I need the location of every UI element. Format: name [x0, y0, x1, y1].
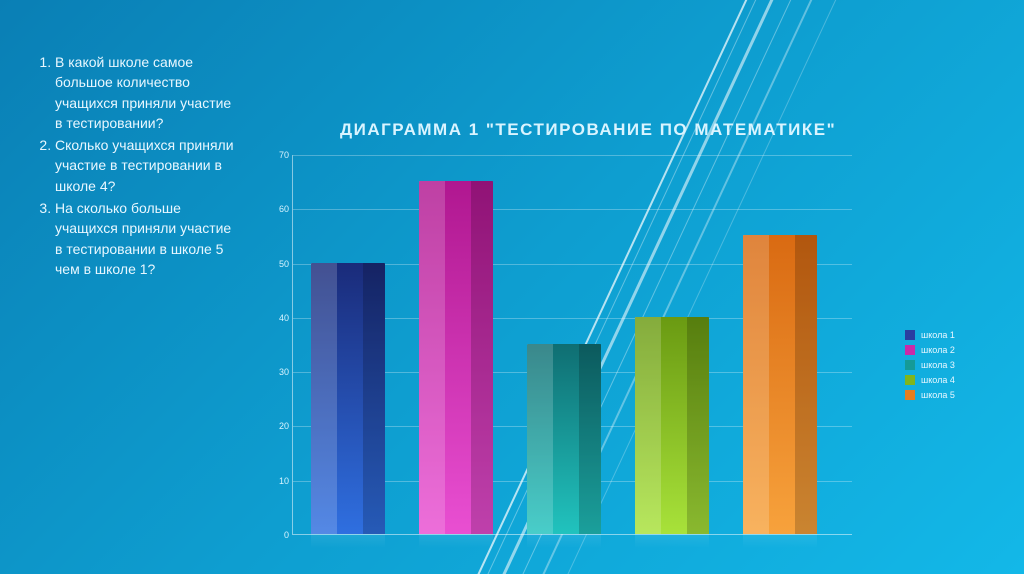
chart-ytick: 50 — [271, 259, 289, 269]
legend-item: школа 2 — [905, 345, 955, 355]
chart-bar — [311, 263, 385, 534]
question-list: В какой школе самое большое количество у… — [35, 52, 240, 281]
chart-ytick: 40 — [271, 313, 289, 323]
legend-label: школа 1 — [921, 330, 955, 340]
chart-gridline — [293, 155, 852, 156]
legend-swatch — [905, 390, 915, 400]
chart-bar — [527, 344, 601, 534]
legend-item: школа 5 — [905, 390, 955, 400]
legend-label: школа 3 — [921, 360, 955, 370]
question-item: Сколько учащихся приняли участие в тести… — [55, 135, 240, 196]
chart-ytick: 10 — [271, 476, 289, 486]
chart-ytick: 0 — [271, 530, 289, 540]
chart-bar — [419, 181, 493, 534]
chart-title: ДИАГРАММА 1 "ТЕСТИРОВАНИЕ ПО МАТЕМАТИКЕ" — [340, 120, 836, 140]
chart-ytick: 20 — [271, 421, 289, 431]
legend-item: школа 3 — [905, 360, 955, 370]
chart-bar — [635, 317, 709, 534]
question-item: На сколько больше учащихся приняли участ… — [55, 198, 240, 279]
chart-gridline — [293, 209, 852, 210]
legend-item: школа 1 — [905, 330, 955, 340]
chart-legend: школа 1 школа 2 школа 3 школа 4 школа 5 — [905, 330, 955, 405]
chart-ytick: 60 — [271, 204, 289, 214]
legend-swatch — [905, 345, 915, 355]
legend-label: школа 2 — [921, 345, 955, 355]
legend-label: школа 4 — [921, 375, 955, 385]
legend-swatch — [905, 375, 915, 385]
legend-item: школа 4 — [905, 375, 955, 385]
chart-ytick: 70 — [271, 150, 289, 160]
chart-ytick: 30 — [271, 367, 289, 377]
legend-label: школа 5 — [921, 390, 955, 400]
chart-plot-area: 010203040506070 — [292, 155, 852, 535]
legend-swatch — [905, 330, 915, 340]
bar-chart: 010203040506070 — [270, 155, 890, 555]
question-item: В какой школе самое большое количество у… — [55, 52, 240, 133]
legend-swatch — [905, 360, 915, 370]
chart-bar — [743, 235, 817, 534]
